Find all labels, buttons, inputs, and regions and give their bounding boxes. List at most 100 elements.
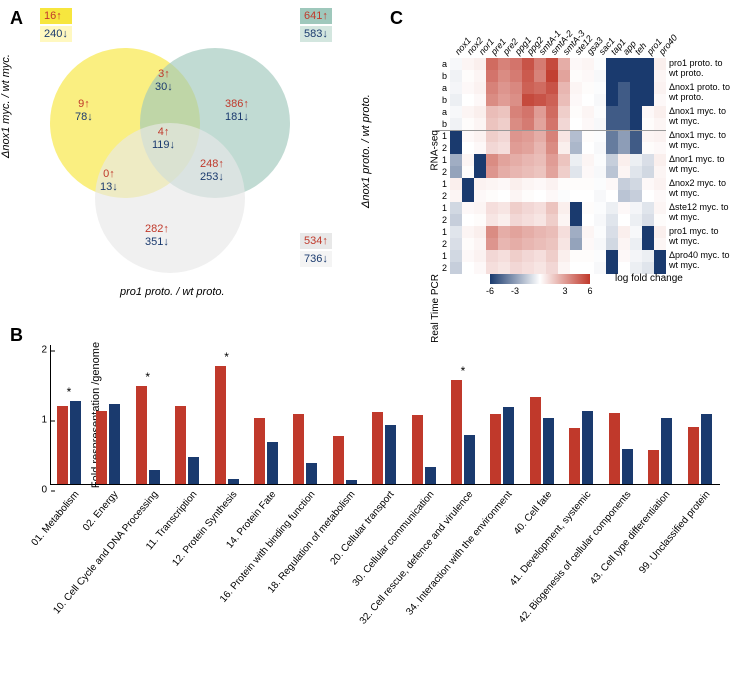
bar-up — [215, 366, 226, 484]
heatmap-cell — [630, 178, 642, 190]
heatmap-cell — [450, 94, 462, 106]
heatmap-cell — [582, 118, 594, 130]
heatmap-cell — [450, 190, 462, 202]
heatmap-row-label-right: Δnor1 myc. towt myc. — [666, 154, 725, 174]
heatmap-legend: log fold change -6-336 — [490, 274, 690, 284]
heatmap-cell — [570, 250, 582, 262]
heatmap-cell — [606, 214, 618, 226]
heatmap-cell — [522, 154, 534, 166]
heatmap-cell — [534, 142, 546, 154]
bar-down — [385, 425, 396, 485]
heatmap-cell — [546, 118, 558, 130]
heatmap-cell — [498, 250, 510, 262]
heatmap-cell — [462, 166, 474, 178]
venn-yellow-grey: 013 — [100, 168, 118, 194]
bar-up — [609, 413, 620, 484]
venn-total-teal: 641 583 — [300, 8, 332, 44]
heatmap-cell — [546, 262, 558, 274]
heatmap-cell — [558, 142, 570, 154]
heatmap-cell — [534, 118, 546, 130]
heatmap-cell — [498, 262, 510, 274]
heatmap-cell — [522, 226, 534, 238]
heatmap-cell — [642, 106, 654, 118]
heatmap-cell — [546, 214, 558, 226]
heatmap-cell — [498, 238, 510, 250]
heatmap-cell — [510, 250, 522, 262]
heatmap-cell — [498, 202, 510, 214]
heatmap-cell — [618, 154, 630, 166]
heatmap-cell — [510, 154, 522, 166]
heatmap-cell — [462, 250, 474, 262]
bar-down — [306, 463, 317, 484]
heatmap-cell — [594, 154, 606, 166]
heatmap-cell — [630, 118, 642, 130]
heatmap-cell — [570, 226, 582, 238]
heatmap-cell — [642, 190, 654, 202]
heatmap-cell — [654, 118, 666, 130]
bar-up — [96, 411, 107, 485]
heatmap-cell — [570, 178, 582, 190]
heatmap-cell — [654, 58, 666, 70]
heatmap-cell — [510, 82, 522, 94]
venn-grey-only: 282351 — [145, 223, 169, 249]
bar-down — [70, 401, 81, 484]
venn-yellow-only: 978 — [75, 98, 93, 124]
heatmap-cell — [606, 106, 618, 118]
heatmap-cell — [486, 118, 498, 130]
heatmap-cell — [654, 250, 666, 262]
heatmap-row-label-left: b — [442, 70, 450, 82]
heatmap-cell — [642, 118, 654, 130]
heatmap-cell — [462, 214, 474, 226]
heatmap-legend-tick: -6 — [486, 286, 494, 296]
heatmap-cell — [546, 58, 558, 70]
venn-all: 4119 — [152, 126, 175, 152]
heatmap-cell — [594, 250, 606, 262]
heatmap-cell — [486, 238, 498, 250]
heatmap-cell — [642, 250, 654, 262]
heatmap-cell — [546, 130, 558, 142]
heatmap-cell — [450, 226, 462, 238]
heatmap-cell — [558, 226, 570, 238]
heatmap-cell — [534, 70, 546, 82]
heatmap-cell — [510, 70, 522, 82]
heatmap-row-label-left: b — [442, 94, 450, 106]
heatmap-cell — [582, 178, 594, 190]
heatmap-cell — [618, 142, 630, 154]
heatmap-cell — [522, 70, 534, 82]
heatmap-cell — [582, 190, 594, 202]
heatmap-row-label-left: 1 — [442, 250, 450, 262]
heatmap-cell — [498, 106, 510, 118]
heatmap-cell — [474, 226, 486, 238]
heatmap-cell — [630, 238, 642, 250]
heatmap-cell — [450, 58, 462, 70]
heatmap-cell — [570, 94, 582, 106]
heatmap-cell — [450, 130, 462, 142]
heatmap-col-label: pro40 — [657, 33, 681, 58]
heatmap-cell — [642, 130, 654, 142]
heatmap-cell — [630, 106, 642, 118]
heatmap-row-label-right: Δste12 myc. towt myc. — [666, 202, 729, 222]
heatmap-cell — [534, 262, 546, 274]
heatmap-cell — [486, 214, 498, 226]
heatmap-cell — [486, 202, 498, 214]
heatmap-cell — [558, 238, 570, 250]
heatmap-cell — [510, 58, 522, 70]
heatmap-cell — [510, 178, 522, 190]
heatmap-cell — [510, 262, 522, 274]
heatmap-cell — [618, 58, 630, 70]
bar-chart-ytick: 0 — [41, 485, 51, 496]
heatmap-cell — [630, 70, 642, 82]
heatmap-cell — [654, 154, 666, 166]
heatmap-cell — [654, 142, 666, 154]
heatmap-cell — [570, 262, 582, 274]
heatmap-cell — [474, 202, 486, 214]
heatmap-cell — [654, 178, 666, 190]
heatmap-cell — [594, 178, 606, 190]
heatmap-cell — [594, 190, 606, 202]
heatmap-cell — [510, 190, 522, 202]
bar-up — [57, 406, 68, 484]
heatmap-cell — [558, 82, 570, 94]
bar-down — [228, 479, 239, 484]
venn-total-grey: 534 736 — [300, 233, 332, 269]
heatmap-cell — [534, 226, 546, 238]
